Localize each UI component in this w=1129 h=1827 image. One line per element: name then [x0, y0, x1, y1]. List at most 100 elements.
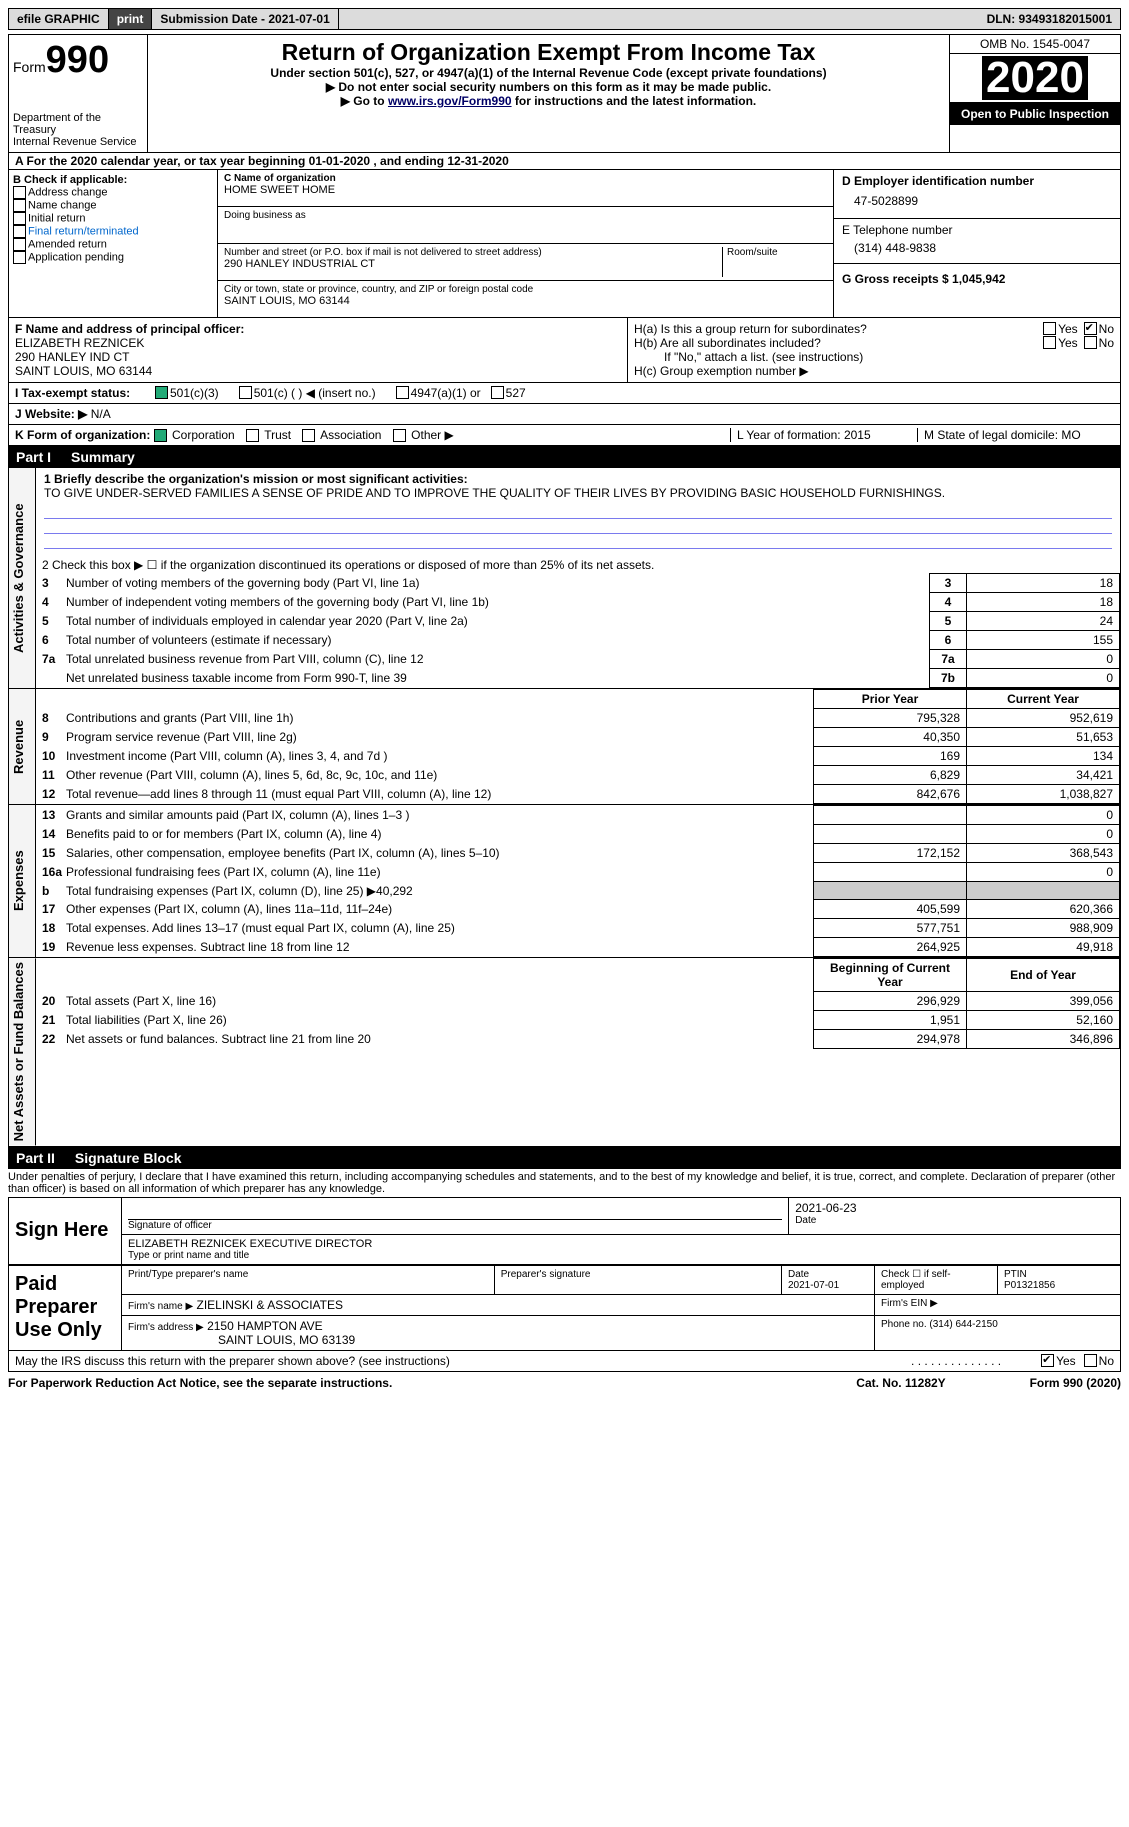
- ein-label: D Employer identification number: [842, 174, 1112, 188]
- city-label: City or town, state or province, country…: [224, 284, 827, 295]
- b-item: Initial return: [13, 212, 213, 225]
- box-f: F Name and address of principal officer:…: [9, 318, 627, 382]
- expenses-table: 13Grants and similar amounts paid (Part …: [36, 805, 1120, 957]
- addr-label: Number and street (or P.O. box if mail i…: [224, 247, 722, 258]
- firm-ein-label: Firm's EIN ▶: [875, 1294, 1121, 1315]
- ptin: P01321856: [1004, 1280, 1055, 1291]
- irs-link[interactable]: www.irs.gov/Form990: [388, 94, 512, 108]
- org-address: 290 HANLEY INDUSTRIAL CT: [224, 258, 722, 270]
- part2-header: Part II Signature Block: [8, 1147, 1121, 1169]
- dept-label: Department of the Treasury Internal Reve…: [13, 112, 143, 148]
- website-value: N/A: [91, 407, 111, 421]
- row-m: M State of legal domicile: MO: [917, 428, 1114, 442]
- footer: For Paperwork Reduction Act Notice, see …: [8, 1372, 1121, 1390]
- col-c: C Name of organization HOME SWEET HOME D…: [218, 170, 833, 317]
- row-j: J Website: ▶ N/A: [8, 404, 1121, 425]
- prep-name-label: Print/Type preparer's name: [122, 1265, 495, 1294]
- b-item: Application pending: [13, 251, 213, 264]
- dln: DLN: 93493182015001: [979, 9, 1120, 29]
- part1-expenses: Expenses 13Grants and similar amounts pa…: [8, 805, 1121, 958]
- governance-table: 3Number of voting members of the governi…: [36, 573, 1120, 688]
- firm-phone: Phone no. (314) 644-2150: [875, 1315, 1121, 1350]
- h-b: H(b) Are all subordinates included?: [634, 336, 1043, 350]
- signature-block: Under penalties of perjury, I declare th…: [8, 1169, 1121, 1372]
- prep-date: 2021-07-01: [788, 1280, 839, 1291]
- efile-label: efile GRAPHIC: [9, 9, 109, 29]
- officer-addr2: SAINT LOUIS, MO 63144: [15, 364, 621, 378]
- omb-number: OMB No. 1545-0047: [950, 35, 1120, 54]
- firm-addr2: SAINT LOUIS, MO 63139: [128, 1333, 355, 1347]
- col-b: B Check if applicable: Address change Na…: [9, 170, 218, 317]
- typed-label: Type or print name and title: [128, 1250, 1114, 1261]
- may-irs-row: May the IRS discuss this return with the…: [8, 1351, 1121, 1372]
- officer-addr1: 290 HANLEY IND CT: [15, 350, 621, 364]
- footer-form: Form 990 (2020): [961, 1376, 1121, 1390]
- submission-date: Submission Date - 2021-07-01: [152, 9, 338, 29]
- gross-receipts: G Gross receipts $ 1,045,942: [842, 272, 1112, 286]
- prep-sig-label: Preparer's signature: [494, 1265, 781, 1294]
- row-l: L Year of formation: 2015: [730, 428, 917, 442]
- side-governance: Activities & Governance: [9, 468, 36, 688]
- revenue-table: Prior YearCurrent Year8Contributions and…: [36, 689, 1120, 804]
- org-city: SAINT LOUIS, MO 63144: [224, 295, 827, 307]
- form-id: Form990 Department of the Treasury Inter…: [9, 35, 148, 152]
- sign-here-table: Sign Here Signature of officer 2021-06-2…: [8, 1197, 1121, 1265]
- col-d: D Employer identification number 47-5028…: [833, 170, 1120, 317]
- subtitle-2: ▶ Do not enter social security numbers o…: [156, 80, 941, 94]
- side-expenses: Expenses: [9, 805, 36, 957]
- tel-label: E Telephone number: [842, 223, 1112, 237]
- room-label: Room/suite: [722, 247, 827, 277]
- inspection-label: Open to Public Inspection: [950, 103, 1120, 125]
- h-c: H(c) Group exemption number ▶: [634, 364, 1114, 378]
- sig-date-label: Date: [795, 1215, 1114, 1226]
- form-header: Form990 Department of the Treasury Inter…: [8, 34, 1121, 153]
- row-i: I Tax-exempt status: 501(c)(3) 501(c) ( …: [8, 383, 1121, 404]
- declaration: Under penalties of perjury, I declare th…: [8, 1169, 1121, 1197]
- tax-year: 2020: [982, 56, 1088, 100]
- part1-governance: Activities & Governance 1 Briefly descri…: [8, 468, 1121, 689]
- toolbar: efile GRAPHIC print Submission Date - 20…: [8, 8, 1121, 30]
- mission: 1 Briefly describe the organization's mi…: [36, 468, 1120, 504]
- box-h: H(a) Is this a group return for subordin…: [627, 318, 1120, 382]
- sig-officer-label: Signature of officer: [128, 1220, 782, 1231]
- b-item: Final return/terminated: [13, 225, 213, 238]
- subtitle-3: ▶ Go to www.irs.gov/Form990 for instruct…: [156, 94, 941, 108]
- tel-value: (314) 448-9838: [842, 237, 1112, 259]
- sign-here-label: Sign Here: [9, 1197, 122, 1264]
- b-item: Name change: [13, 199, 213, 212]
- footer-notice: For Paperwork Reduction Act Notice, see …: [8, 1376, 841, 1390]
- form-title: Return of Organization Exempt From Incom…: [156, 39, 941, 66]
- dba-label: Doing business as: [224, 210, 827, 221]
- part1-revenue: Revenue Prior YearCurrent Year8Contribut…: [8, 689, 1121, 805]
- firm-addr: 2150 HAMPTON AVE: [207, 1319, 323, 1333]
- b-item: Address change: [13, 186, 213, 199]
- form-title-block: Return of Organization Exempt From Incom…: [148, 35, 949, 152]
- part1-netassets: Net Assets or Fund Balances Beginning of…: [8, 958, 1121, 1146]
- subtitle-1: Under section 501(c), 527, or 4947(a)(1)…: [156, 66, 941, 80]
- firm-name: ZIELINSKI & ASSOCIATES: [197, 1298, 344, 1312]
- officer-name: ELIZABETH REZNICEK: [15, 336, 621, 350]
- sig-date-value: 2021-06-23: [795, 1201, 1114, 1215]
- org-name: HOME SWEET HOME: [224, 184, 827, 196]
- netassets-table: Beginning of Current YearEnd of Year20To…: [36, 958, 1120, 1049]
- f-label: F Name and address of principal officer:: [15, 322, 621, 336]
- mission-text: TO GIVE UNDER-SERVED FAMILIES A SENSE OF…: [44, 486, 945, 500]
- q2: 2 Check this box ▶ ☐ if the organization…: [36, 557, 1120, 573]
- side-revenue: Revenue: [9, 689, 36, 804]
- print-button[interactable]: print: [109, 9, 153, 29]
- section-bcd: B Check if applicable: Address change Na…: [8, 170, 1121, 318]
- typed-name: ELIZABETH REZNICEK EXECUTIVE DIRECTOR: [128, 1238, 1114, 1250]
- b-item: Amended return: [13, 238, 213, 251]
- row-k: K Form of organization: Corporation Trus…: [15, 428, 730, 442]
- self-employed: Check ☐ if self-employed: [875, 1265, 998, 1294]
- b-label: B Check if applicable:: [13, 174, 213, 186]
- h-b-note: If "No," attach a list. (see instruction…: [634, 350, 1114, 364]
- side-netassets: Net Assets or Fund Balances: [9, 958, 36, 1145]
- footer-cat: Cat. No. 11282Y: [841, 1376, 961, 1390]
- paid-preparer-table: Paid Preparer Use Only Print/Type prepar…: [8, 1265, 1121, 1351]
- c-name-label: C Name of organization: [224, 173, 827, 184]
- ein-value: 47-5028899: [842, 188, 1112, 214]
- part1-header: Part I Summary: [8, 446, 1121, 468]
- row-a: A For the 2020 calendar year, or tax yea…: [8, 153, 1121, 170]
- row-klm: K Form of organization: Corporation Trus…: [8, 425, 1121, 446]
